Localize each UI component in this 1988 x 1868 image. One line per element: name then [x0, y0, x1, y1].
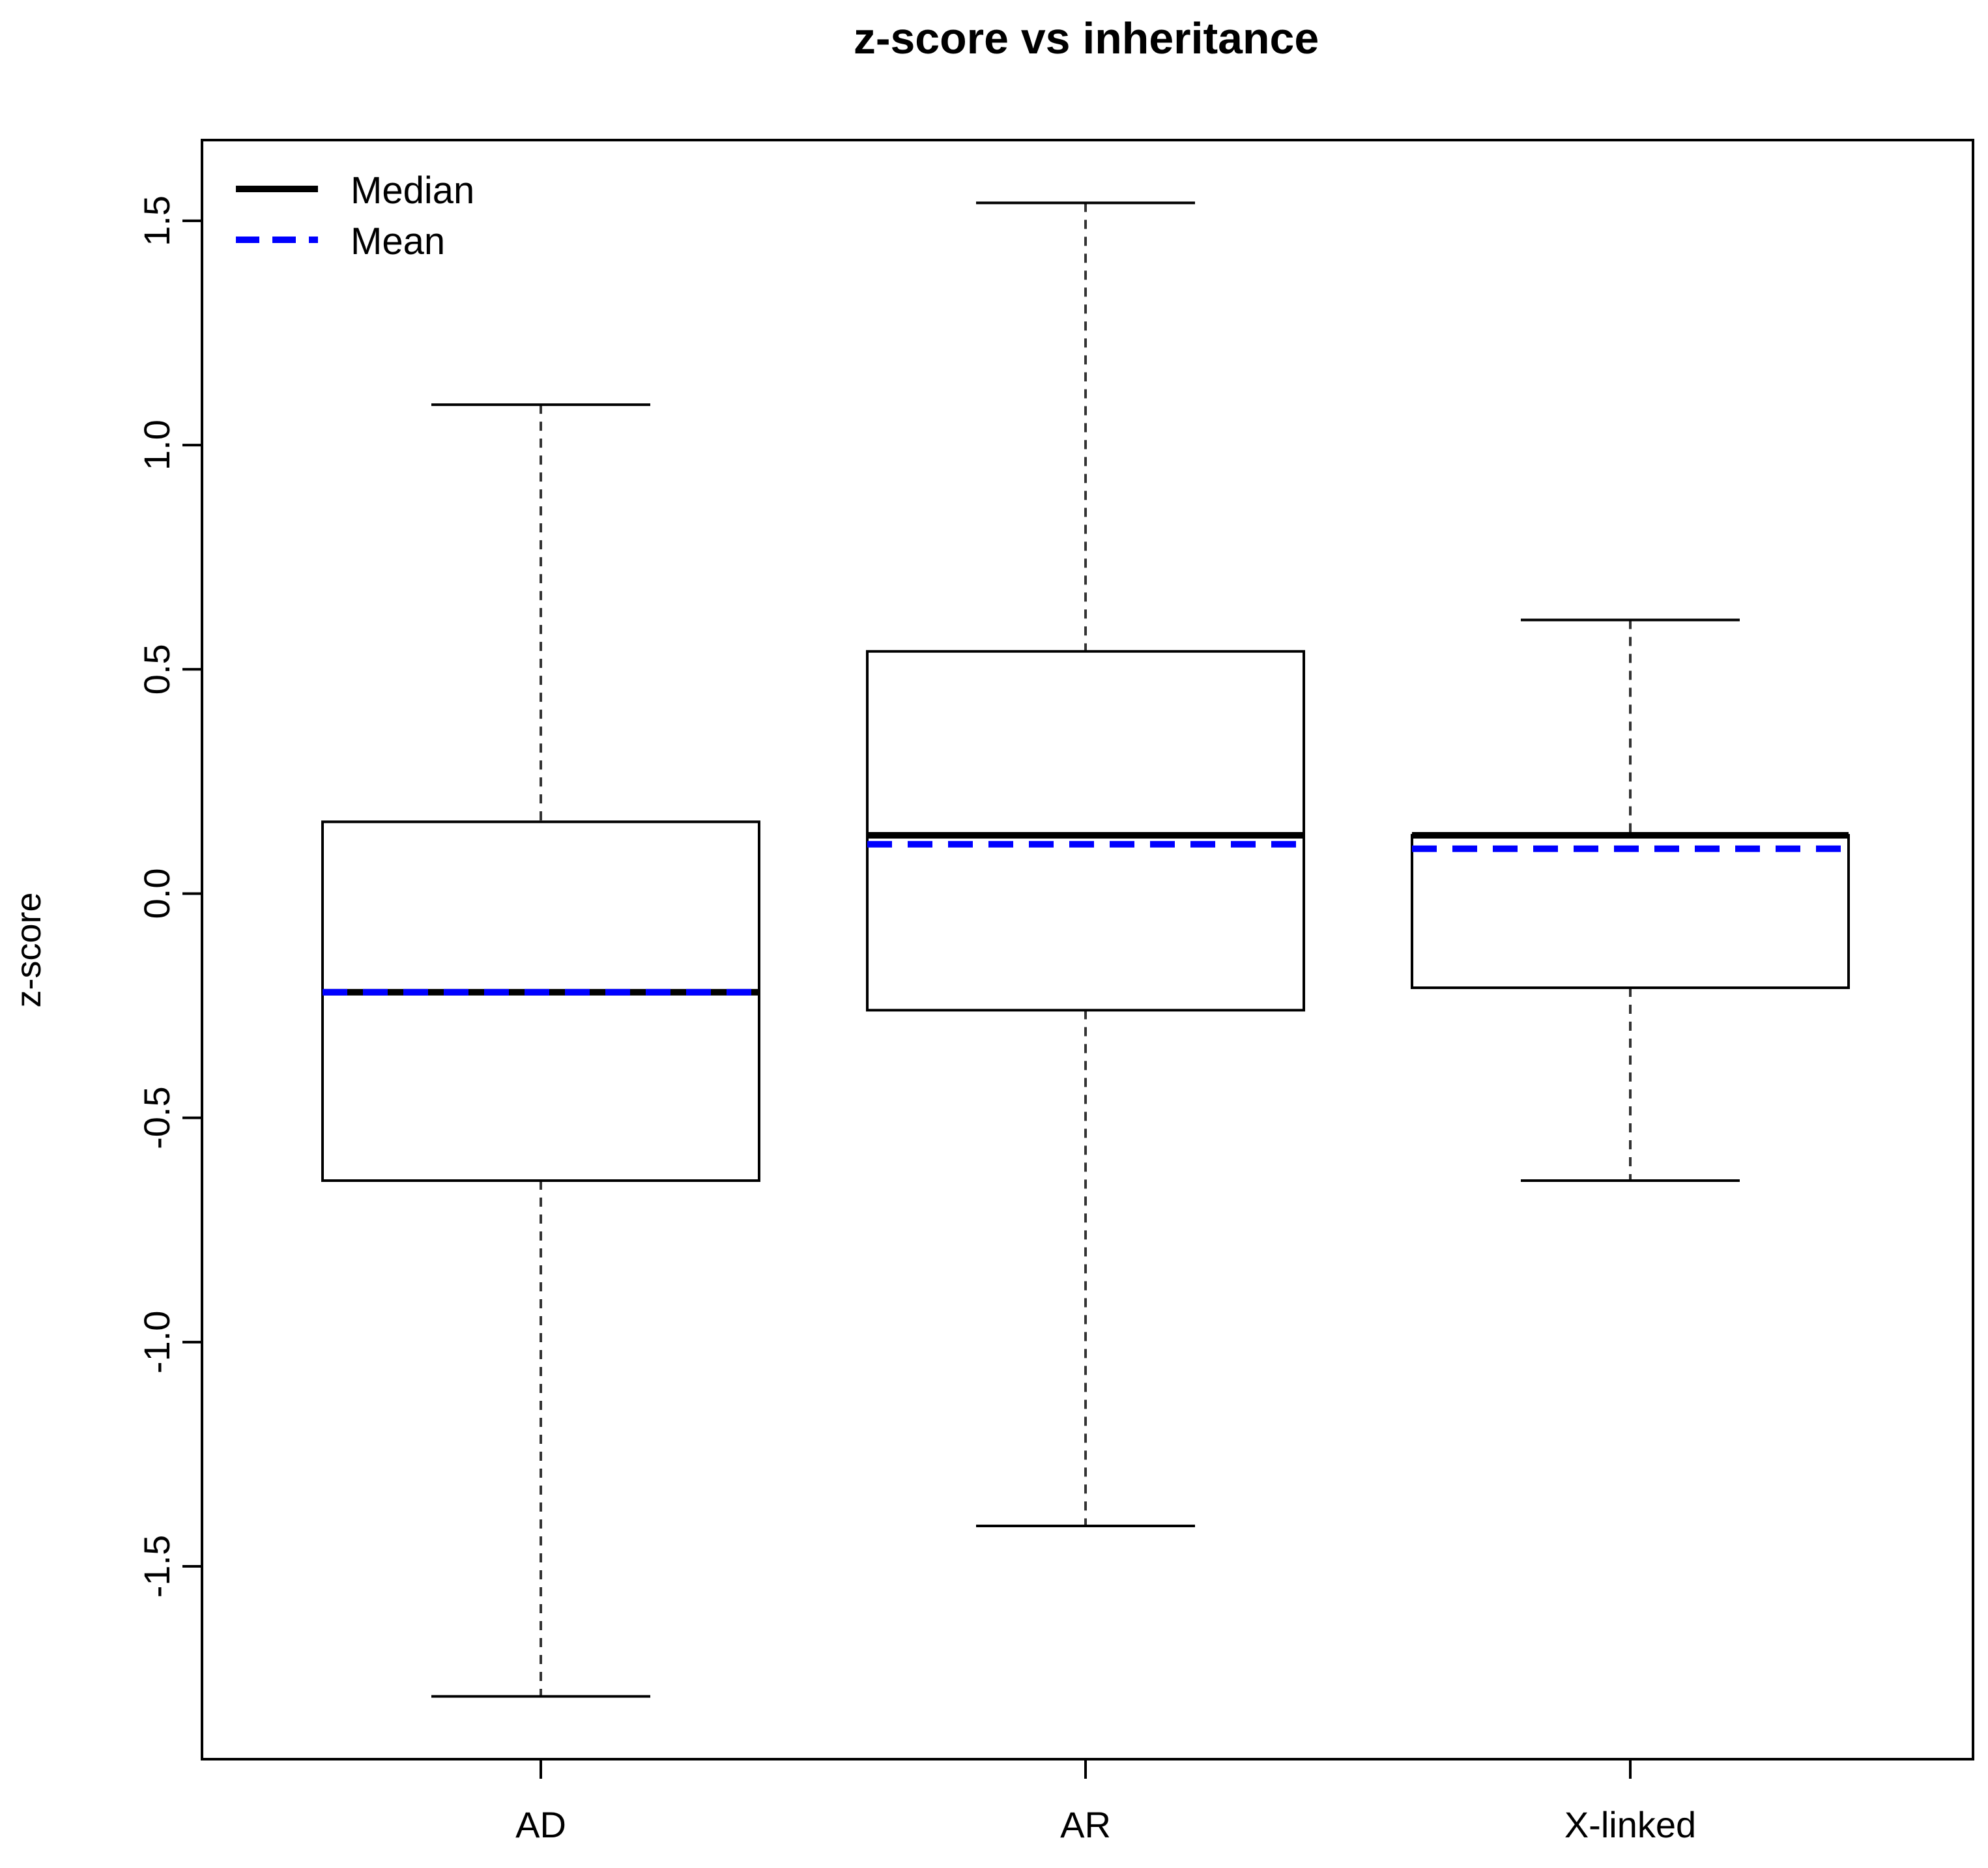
chart-title: z-score vs inheritance: [854, 14, 1319, 63]
y-axis-title: z-score: [9, 892, 48, 1007]
x-tick-label: X-linked: [1564, 1804, 1696, 1845]
box-iqr: [321, 820, 760, 1183]
box-group: [321, 201, 1850, 1698]
box-iqr: [866, 650, 1305, 1012]
y-tick-label: -1.0: [136, 1311, 177, 1374]
y-axis: -1.5 -1.0 -0.5 0.0 0.5 1.0 1.5: [136, 195, 202, 1598]
box-iqr: [1411, 833, 1850, 990]
plot-frame: [201, 139, 1974, 1760]
legend-median-label: Median: [351, 169, 474, 212]
x-axis: AD AR X-linked: [515, 1759, 1696, 1845]
x-tick-label: AR: [1060, 1804, 1111, 1845]
y-tick-label: 1.0: [136, 420, 177, 470]
y-tick-label: 0.0: [136, 869, 177, 919]
y-tick-label: 0.5: [136, 644, 177, 695]
legend-mean-label: Mean: [351, 220, 445, 263]
y-tick-label: 1.5: [136, 195, 177, 246]
x-tick-label: AD: [515, 1804, 566, 1845]
legend: Median Mean: [236, 169, 474, 263]
y-tick-label: -1.5: [136, 1535, 177, 1598]
y-tick-label: -0.5: [136, 1086, 177, 1149]
